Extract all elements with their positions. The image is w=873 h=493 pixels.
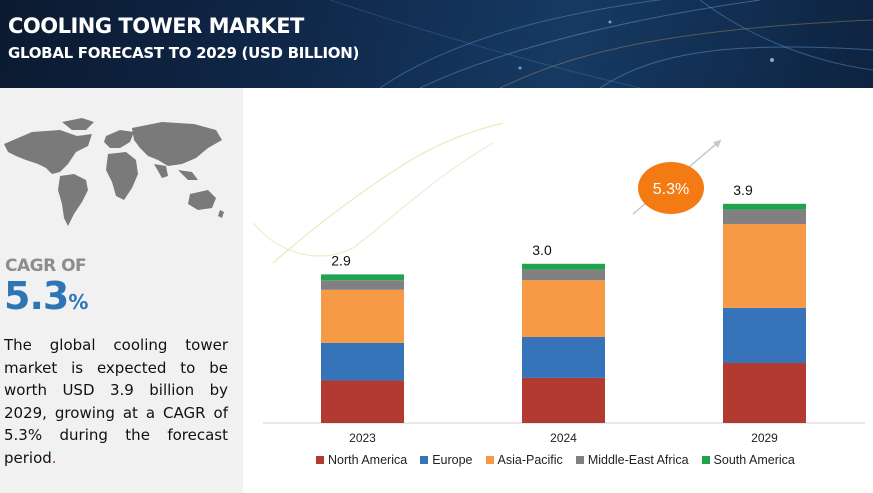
bar-segment-asia-pacific-2024	[522, 280, 605, 338]
x-tick-label-2029: 2029	[751, 431, 778, 445]
cagr-bubble-label: 5.3%	[653, 181, 689, 198]
x-tick-label-2023: 2023	[349, 431, 376, 445]
x-tick-label-2024: 2024	[550, 431, 577, 445]
bar-segment-asia-pacific-2023	[321, 289, 404, 343]
bar-segment-middle-east-africa-2029	[723, 209, 806, 224]
bar-segment-south-america-2024	[522, 263, 605, 270]
decorative-curve	[272, 122, 504, 264]
legend-label-middle-east-africa: Middle-East Africa	[587, 453, 689, 467]
growth-arrow-head	[713, 140, 721, 148]
cagr-bubble	[638, 162, 704, 214]
market-description-text: The global cooling tower market is expec…	[4, 336, 228, 467]
legend-swatch-asia-pacific	[485, 456, 494, 464]
page-subtitle: GLOBAL FORECAST TO 2029 (USD BILLION)	[8, 44, 360, 62]
network-lines-decoration	[329, 0, 873, 88]
chart-canvas: 2.9 2023 3.0 2024 3.9 2029 5.3%	[252, 122, 865, 445]
legend-swatch-middle-east-africa	[575, 456, 584, 464]
legend-label-asia-pacific: Asia-Pacific	[497, 453, 563, 467]
cagr-value: 5.3%	[4, 274, 88, 318]
bars-layer	[321, 203, 806, 423]
stacked-bar-chart: 2.9 2023 3.0 2024 3.9 2029 5.3%	[243, 88, 873, 493]
chart-legend: North America Europe Asia-Pacific Middle-Ea…	[316, 453, 808, 467]
legend-label-north-america: North America	[328, 453, 408, 467]
legend-swatch-north-america	[316, 456, 324, 464]
bar-segment-europe-2023	[321, 342, 404, 381]
legend-label-south-america: South America	[713, 453, 795, 467]
bar-segment-europe-2029	[723, 307, 806, 364]
bar-segment-north-america-2023	[321, 380, 404, 423]
total-label-2024: 3.0	[532, 242, 552, 258]
cagr-label: CAGR OF	[5, 256, 87, 276]
bar-segment-europe-2024	[522, 337, 605, 378]
header-banner: COOLING TOWER MARKET GLOBAL FORECAST TO …	[0, 0, 873, 88]
total-label-2023: 2.9	[331, 252, 351, 268]
legend-item-europe: Europe	[420, 453, 473, 467]
labels-layer: 2.9 2023 3.0 2024 3.9 2029	[331, 182, 778, 445]
legend-item-asia-pacific: Asia-Pacific	[485, 453, 563, 467]
bar-segment-north-america-2024	[522, 377, 605, 423]
cagr-number: 5.3	[4, 274, 69, 318]
total-label-2029: 3.9	[733, 182, 753, 198]
bar-segment-middle-east-africa-2023	[321, 280, 404, 290]
cagr-percent-sign: %	[68, 290, 89, 314]
summary-panel: CAGR OF 5.3% The global cooling tower ma…	[0, 88, 243, 493]
decorative-curve	[252, 142, 494, 257]
bar-segment-north-america-2029	[723, 363, 806, 423]
legend-item-south-america: South America	[701, 453, 795, 467]
world-map-icon	[4, 118, 224, 226]
page-title: COOLING TOWER MARKET	[8, 14, 304, 38]
legend-swatch-south-america	[701, 456, 710, 464]
bar-segment-south-america-2023	[321, 274, 404, 281]
market-description-end: .	[51, 448, 57, 467]
legend-swatch-europe	[420, 456, 429, 464]
bar-segment-asia-pacific-2029	[723, 223, 806, 308]
bar-segment-south-america-2029	[723, 203, 806, 210]
legend-item-middle-east-africa: Middle-East Africa	[575, 453, 689, 467]
legend-label-europe: Europe	[432, 453, 473, 467]
legend-item-north-america: North America	[316, 453, 407, 467]
market-description: The global cooling tower market is expec…	[4, 334, 228, 469]
bar-segment-middle-east-africa-2024	[522, 269, 605, 281]
